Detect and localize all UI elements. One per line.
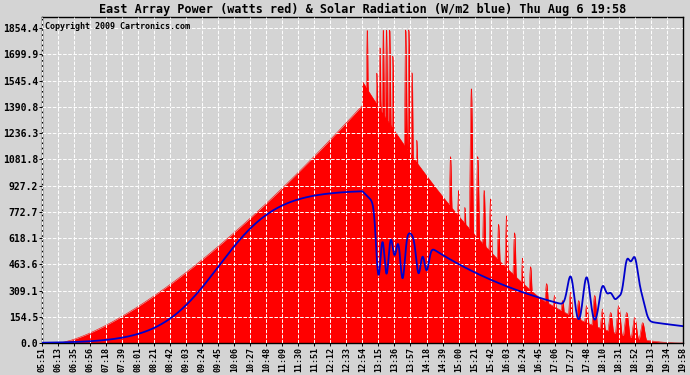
Title: East Array Power (watts red) & Solar Radiation (W/m2 blue) Thu Aug 6 19:58: East Array Power (watts red) & Solar Rad… bbox=[99, 3, 626, 16]
Text: Copyright 2009 Cartronics.com: Copyright 2009 Cartronics.com bbox=[46, 22, 190, 31]
